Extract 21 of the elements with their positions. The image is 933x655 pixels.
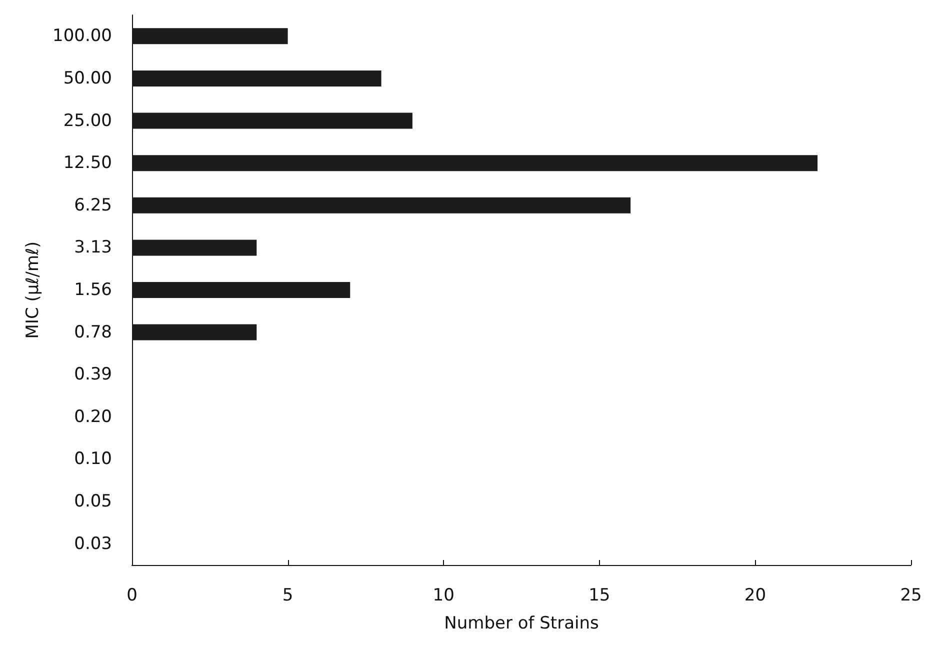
y-tick-label: 25.00 [63,110,112,131]
y-tick-label: 0.78 [74,322,112,342]
x-tick-label: 20 [744,586,766,606]
y-tick-label: 3.13 [74,238,112,258]
x-tick-label: 10 [432,586,454,606]
y-tick-label: 1.56 [74,280,112,300]
x-axis-title: Number of Strains [444,614,599,634]
y-tick-label: 50.00 [63,68,112,88]
y-tick-label: 0.05 [74,492,112,512]
x-tick-label: 25 [900,586,922,606]
y-tick-label: 0.10 [74,449,112,470]
x-tick-label: 0 [126,586,138,606]
y-tick-label: 0.39 [74,364,112,385]
y-tick-label: 100.00 [52,26,112,46]
x-tick-label: 5 [282,586,294,606]
y-tick-label: 0.20 [74,406,112,427]
y-tick-label: 0.03 [74,534,112,554]
y-tick-label: 12.50 [63,153,112,174]
y-axis-title: MIC (μℓ/mℓ) [23,241,44,339]
y-tick-label: 6.25 [74,195,112,216]
x-tick-label: 15 [588,586,610,606]
